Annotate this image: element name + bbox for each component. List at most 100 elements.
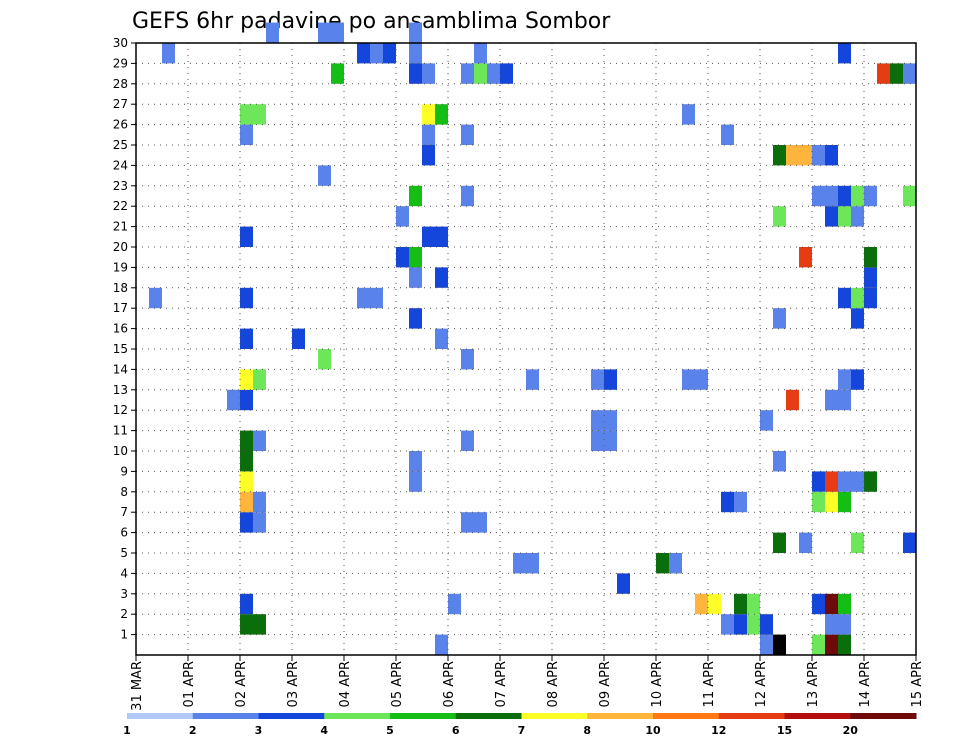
heatmap-cell xyxy=(266,22,279,43)
heatmap-cell xyxy=(409,267,422,288)
legend-swatch xyxy=(127,713,194,719)
y-tick-label: 4 xyxy=(120,566,128,580)
heatmap-cell xyxy=(240,369,253,390)
y-tick-label: 6 xyxy=(120,526,128,540)
heatmap-cell xyxy=(461,512,474,533)
heatmap-cell xyxy=(318,349,331,370)
heatmap-cell xyxy=(461,430,474,451)
x-tick-label: 02 APR xyxy=(234,661,249,707)
legend-label: 8 xyxy=(583,724,591,737)
y-tick-label: 8 xyxy=(120,485,128,499)
legend: 1 2 3 4 5 6 7 8 10 12 15 20 xyxy=(123,713,917,737)
legend-label: 4 xyxy=(320,724,328,737)
legend-swatch xyxy=(455,713,522,719)
x-tick-label: 08 APR xyxy=(546,661,561,707)
heatmap-cell xyxy=(318,22,331,43)
heatmap-cell xyxy=(864,185,877,207)
heatmap-cell xyxy=(526,553,539,574)
heatmap-cells xyxy=(149,22,916,655)
heatmap-cell xyxy=(435,104,448,125)
heatmap-cell xyxy=(240,226,253,247)
legend-swatch xyxy=(784,713,851,719)
heatmap-cell xyxy=(487,63,500,84)
heatmap-cell xyxy=(682,369,695,390)
heatmap-cell xyxy=(318,165,331,186)
x-tick-label: 15 APR xyxy=(910,661,925,707)
x-tick-label: 31 MAR xyxy=(130,661,145,711)
x-tick-label: 01 APR xyxy=(182,661,197,707)
legend-label: 7 xyxy=(518,724,526,737)
heatmap-cell xyxy=(838,206,851,227)
heatmap-cell xyxy=(292,328,305,349)
y-tick-label: 27 xyxy=(113,97,128,111)
legend-swatch xyxy=(587,713,654,719)
heatmap-cell xyxy=(253,104,266,125)
heatmap-cell xyxy=(903,532,916,553)
heatmap-cell xyxy=(422,124,435,145)
heatmap-cell xyxy=(162,43,175,64)
heatmap-cell xyxy=(240,614,253,635)
heatmap-cell xyxy=(461,124,474,145)
heatmap-cell xyxy=(591,410,604,431)
heatmap-cell xyxy=(851,369,864,390)
y-tick-label: 26 xyxy=(113,118,128,132)
heatmap-cell xyxy=(812,145,825,166)
heatmap-cell xyxy=(825,593,838,615)
heatmap-cell xyxy=(890,63,903,84)
heatmap-cell xyxy=(773,634,786,655)
heatmap-cell xyxy=(149,287,162,309)
heatmap-cell xyxy=(409,451,422,472)
legend-swatch xyxy=(258,713,325,719)
heatmap-cell xyxy=(812,471,825,492)
heatmap-cell xyxy=(799,247,812,268)
heatmap-cell xyxy=(253,512,266,533)
heatmap-cell xyxy=(383,43,396,64)
heatmap-cell xyxy=(864,471,877,492)
heatmap-cell xyxy=(604,369,617,390)
heatmap-cell xyxy=(825,634,838,655)
y-tick-label: 17 xyxy=(113,301,128,315)
x-tick-label: 06 APR xyxy=(442,661,457,707)
x-tick-label: 03 APR xyxy=(286,661,301,707)
heatmap-cell xyxy=(864,287,877,309)
heatmap-cell xyxy=(825,185,838,207)
heatmap-cell xyxy=(812,634,825,655)
heatmap-cell xyxy=(370,43,383,64)
heatmap-cell xyxy=(331,22,344,43)
y-tick-label: 25 xyxy=(113,138,128,152)
heatmap-cell xyxy=(721,124,734,145)
heatmap-cell xyxy=(799,532,812,553)
heatmap-cell xyxy=(409,22,422,43)
heatmap-cell xyxy=(825,206,838,227)
heatmap-cell xyxy=(461,349,474,370)
chart-title: GEFS 6hr padavine po ansamblima Sombor xyxy=(132,9,611,34)
legend-swatch xyxy=(324,713,391,719)
heatmap-cell xyxy=(500,63,513,84)
heatmap-cell xyxy=(825,491,838,513)
x-tick-label: 07 APR xyxy=(494,661,509,707)
heatmap-cell xyxy=(253,430,266,451)
y-tick-label: 9 xyxy=(120,464,128,478)
heatmap-cell xyxy=(357,287,370,309)
heatmap-cell xyxy=(240,124,253,145)
heatmap-cell xyxy=(240,491,253,513)
y-tick-label: 24 xyxy=(113,158,128,172)
heatmap-cell xyxy=(825,389,838,411)
heatmap-cell xyxy=(474,43,487,64)
x-axis: 31 MAR 01 APR 02 APR 03 APR 04 APR 05 APR 06 A… xyxy=(130,655,925,711)
legend-label: 12 xyxy=(711,724,726,737)
legend-label: 15 xyxy=(777,724,792,737)
heatmap-cell xyxy=(760,410,773,431)
heatmap-cell xyxy=(695,369,708,390)
heatmap-cell xyxy=(357,43,370,64)
heatmap-cell xyxy=(838,471,851,492)
heatmap-cell xyxy=(773,206,786,227)
heatmap-cell xyxy=(604,430,617,451)
heatmap-cell xyxy=(760,634,773,655)
heatmap-cell xyxy=(903,185,916,207)
heatmap-cell xyxy=(773,451,786,472)
heatmap-cell xyxy=(838,634,851,655)
heatmap-cell xyxy=(253,491,266,513)
heatmap-cell xyxy=(409,43,422,64)
